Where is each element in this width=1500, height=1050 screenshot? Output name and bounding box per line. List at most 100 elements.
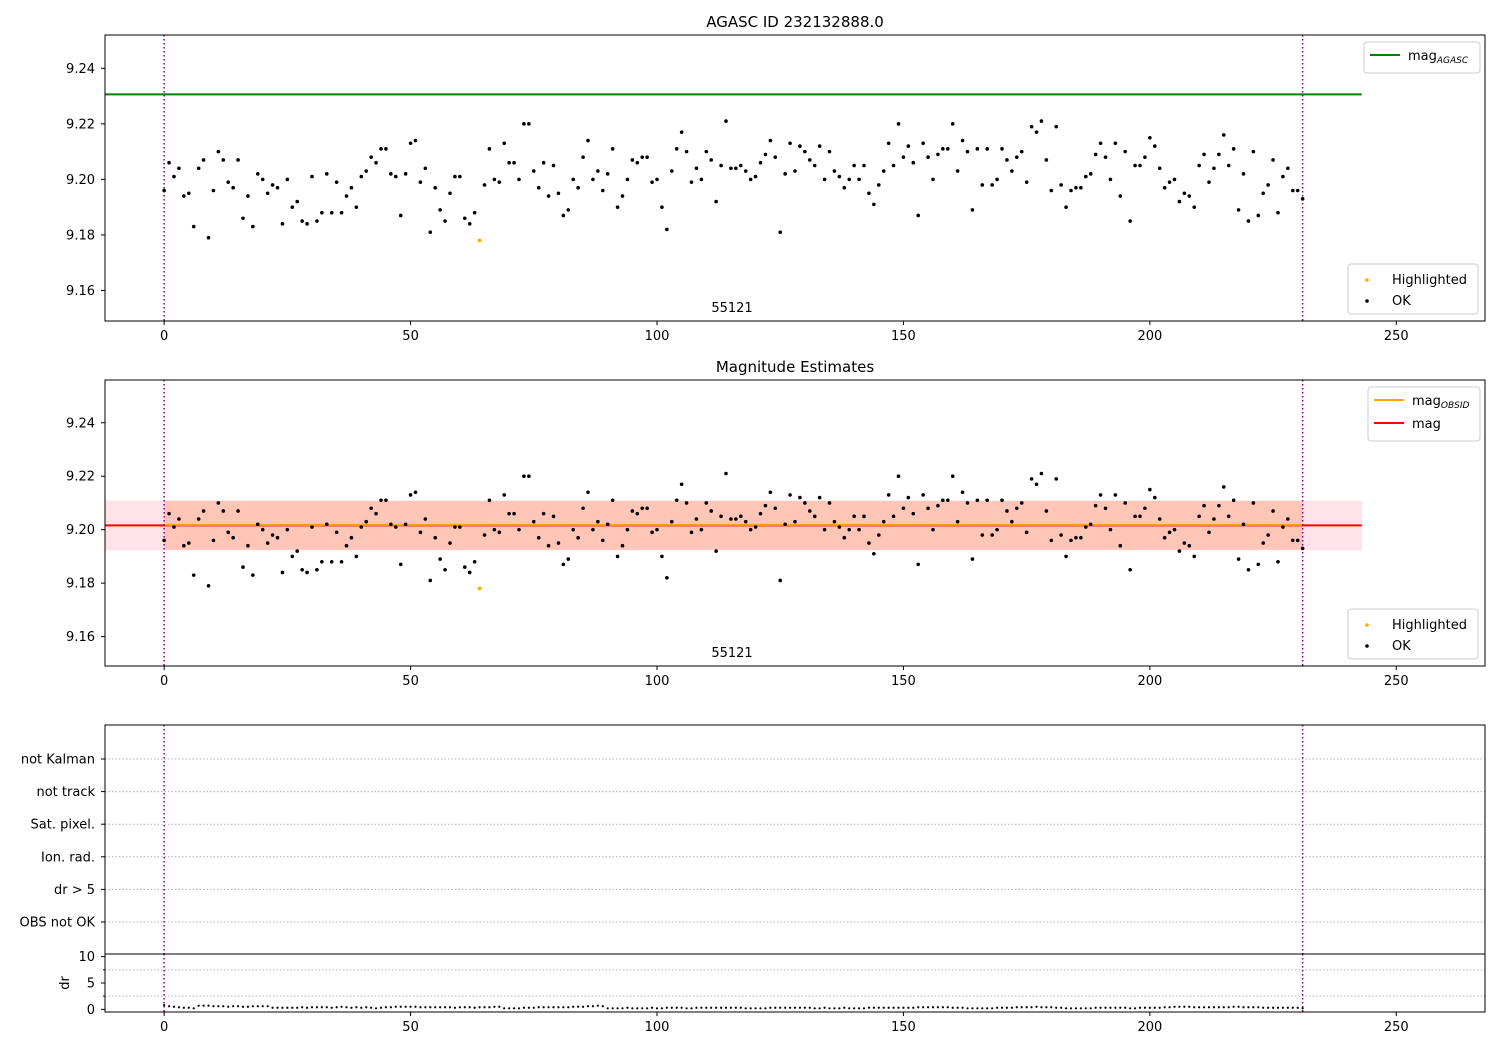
ok-point <box>211 538 216 543</box>
legend-box <box>1347 263 1479 315</box>
ok-point <box>393 174 398 179</box>
ok-point <box>1148 135 1152 140</box>
dr-point <box>236 1005 240 1008</box>
x-tick-label: 200 <box>1137 1020 1162 1035</box>
ok-point <box>704 149 709 154</box>
legend-point-label: Highlighted <box>1392 273 1467 288</box>
dr-point <box>1094 1006 1097 1009</box>
ok-point <box>921 141 925 146</box>
ok-point <box>1202 152 1206 157</box>
ok-point <box>719 163 723 168</box>
chart-title: AGASC ID 232132888.0 <box>706 13 884 31</box>
dr-point <box>744 1007 747 1010</box>
dr-point <box>577 1005 580 1008</box>
ok-point <box>985 498 990 503</box>
dr-point <box>488 1006 491 1009</box>
ok-point <box>344 543 349 548</box>
dr-point <box>552 1006 555 1009</box>
ok-point <box>635 160 640 165</box>
ok-point <box>743 169 748 173</box>
dr-point <box>522 1006 526 1009</box>
ok-point <box>522 122 526 126</box>
ok-point <box>300 567 304 572</box>
dr-point <box>754 1007 757 1010</box>
ok-point <box>1024 180 1029 184</box>
y-tick-label: 10 <box>78 950 95 965</box>
ok-point <box>1290 188 1295 193</box>
ok-point <box>536 535 541 540</box>
ok-point <box>191 573 196 577</box>
ok-point <box>527 122 531 126</box>
ok-point <box>497 530 502 535</box>
ok-point <box>324 172 329 176</box>
ok-point <box>1113 141 1118 146</box>
dr-point <box>217 1005 220 1008</box>
ok-point <box>246 543 250 548</box>
dr-point <box>281 1006 284 1009</box>
ok-point <box>1300 546 1305 551</box>
dr-point <box>167 1005 171 1008</box>
magnitude-points <box>162 471 1305 591</box>
dr-point <box>498 1005 501 1008</box>
dr-point <box>1133 1007 1137 1010</box>
ok-point <box>665 575 669 580</box>
ok-point <box>472 559 477 564</box>
dr-point <box>1301 1007 1304 1010</box>
ok-point <box>891 163 896 168</box>
ok-point <box>502 493 507 497</box>
dr-point <box>567 1006 570 1009</box>
ok-point <box>1000 147 1004 151</box>
ok-point <box>315 567 319 572</box>
x-tick-label: 0 <box>160 1020 168 1035</box>
ok-point <box>1281 174 1285 179</box>
ok-point <box>901 155 906 159</box>
dr-point <box>527 1006 530 1009</box>
dr-point <box>710 1006 713 1009</box>
ok-point <box>714 199 718 204</box>
ok-point <box>339 559 344 564</box>
legend-line-name: mag <box>1408 49 1437 64</box>
dr-point <box>922 1006 925 1009</box>
dr-point <box>867 1006 871 1009</box>
dr-point <box>1099 1006 1102 1009</box>
dr-point <box>606 1007 609 1010</box>
dr-point <box>1064 1007 1068 1010</box>
ok-point <box>1014 155 1019 159</box>
flag-label: Sat. pixel. <box>31 818 95 833</box>
dr-point <box>719 1006 723 1009</box>
ok-point <box>1103 506 1108 511</box>
ok-point <box>1167 180 1172 184</box>
ok-point <box>1113 493 1118 497</box>
dr-point <box>764 1007 767 1010</box>
dr-point <box>1129 1007 1132 1010</box>
dr-point <box>305 1006 309 1009</box>
dr-point <box>508 1007 511 1010</box>
dr-point <box>843 1006 846 1009</box>
dr-point <box>1045 1006 1048 1009</box>
ok-point <box>467 222 472 226</box>
legend-line-label: magOBSID <box>1412 394 1470 411</box>
ok-point <box>748 177 753 182</box>
ok-point <box>1202 503 1206 508</box>
ok-point <box>941 498 945 503</box>
ok-point <box>300 219 304 223</box>
ok-point <box>236 509 240 513</box>
dr-point <box>986 1007 989 1010</box>
ok-point <box>1000 498 1004 503</box>
ok-point <box>600 188 605 193</box>
x-tick-label: 150 <box>891 329 916 344</box>
ok-point <box>467 570 472 575</box>
dr-point <box>1138 1006 1142 1009</box>
point-legend: Highlighted OK <box>1347 608 1479 660</box>
ok-point <box>270 183 275 187</box>
ok-point <box>817 495 822 500</box>
dr-point <box>532 1006 535 1009</box>
ok-point <box>487 498 492 503</box>
dr-point <box>1079 1007 1082 1010</box>
dr-point <box>660 1007 664 1010</box>
dr-point <box>439 1006 442 1009</box>
ok-point <box>1069 538 1073 543</box>
ok-point <box>482 533 487 537</box>
dr-point <box>360 1006 363 1009</box>
ok-point <box>1241 522 1246 527</box>
